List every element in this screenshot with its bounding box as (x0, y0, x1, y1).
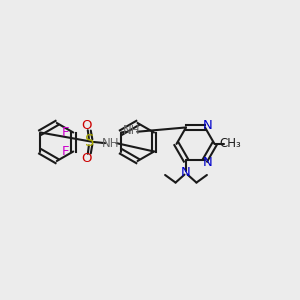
Text: O: O (81, 152, 92, 165)
Text: F: F (61, 126, 69, 139)
Text: NH: NH (123, 124, 140, 136)
Text: F: F (61, 145, 69, 158)
Text: N: N (202, 156, 212, 169)
Text: N: N (202, 119, 212, 132)
Text: O: O (81, 119, 92, 132)
Text: NH: NH (102, 136, 119, 150)
Text: CH₃: CH₃ (219, 137, 241, 150)
Text: N: N (181, 166, 191, 179)
Text: S: S (85, 134, 95, 149)
